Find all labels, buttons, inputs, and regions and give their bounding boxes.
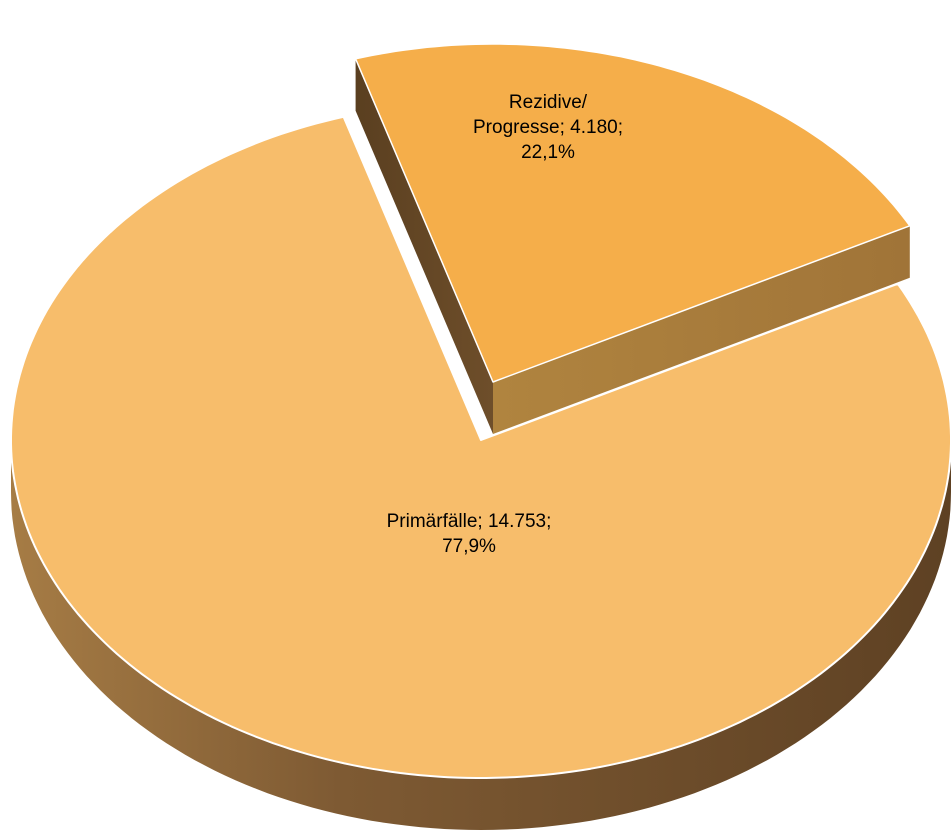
exploded-slice-top (354, 43, 911, 383)
exploded-slice-right-face (493, 225, 910, 434)
slice-label-primaerfaelle-line: Primärfälle; 14.753; (387, 511, 552, 532)
slice-label-rezidive: Rezidive/Progresse; 4.180; 22,1% (473, 92, 623, 163)
slice-label-primaerfaelle-line: 77,9% (442, 536, 496, 557)
slice-label-primaerfaelle: Primärfälle; 14.753; 77,9% (387, 511, 552, 557)
slice-label-rezidive-line: Progresse; 4.180; (473, 117, 623, 138)
main-slice-top (10, 115, 951, 779)
slice-label-rezidive-line: 22,1% (521, 142, 575, 163)
exploded-slice-left-face (355, 58, 493, 435)
slice-label-rezidive-line: Rezidive/ (509, 92, 588, 113)
